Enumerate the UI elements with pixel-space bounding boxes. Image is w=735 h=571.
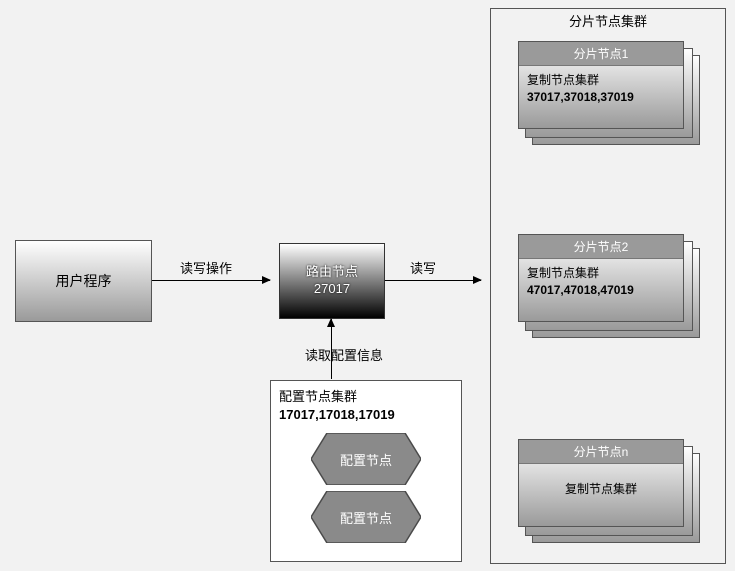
config-cluster-box: 配置节点集群 17017,17018,17019 配置节点 配置节点 [270, 380, 462, 562]
config-hex-1: 配置节点 [311, 433, 421, 485]
shard-2-body: 复制节点集群 47017,47018,47019 [519, 259, 683, 305]
diagram-canvas: 用户程序 读写操作 路由节点 27017 读写 读取配置信息 配置节点集群 17… [0, 0, 735, 571]
shard-2-body-title: 复制节点集群 [527, 265, 675, 282]
shard-2-ports: 47017,47018,47019 [527, 282, 675, 299]
edge-label-router-shards: 读写 [410, 258, 436, 277]
edge-router-shards [385, 280, 481, 281]
router-label: 路由节点 [306, 264, 358, 281]
config-hex-1-label: 配置节点 [311, 433, 421, 485]
config-title: 配置节点集群 [271, 381, 461, 407]
config-hex-2: 配置节点 [311, 491, 421, 543]
edge-label-config-router: 读取配置信息 [305, 345, 383, 364]
shard-1-head: 分片节点1 [519, 42, 683, 66]
shard-node-n: 分片节点n 复制节点集群 [518, 439, 698, 539]
edge-label-client-router: 读写操作 [180, 258, 232, 277]
shard-cluster-box: 分片节点集群 分片节点1 复制节点集群 37017,37018,37019 分片… [490, 8, 726, 564]
shard-cluster-title: 分片节点集群 [491, 7, 725, 30]
shard-node-2: 分片节点2 复制节点集群 47017,47018,47019 [518, 234, 698, 334]
config-ports: 17017,17018,17019 [271, 407, 461, 426]
edge-client-router [152, 280, 270, 281]
shard-2-head: 分片节点2 [519, 235, 683, 259]
shard-1-body: 复制节点集群 37017,37018,37019 [519, 66, 683, 112]
shard-n-body: 复制节点集群 [519, 464, 683, 513]
shard-node-1: 分片节点1 复制节点集群 37017,37018,37019 [518, 41, 698, 141]
shard-n-body-title: 复制节点集群 [527, 480, 675, 497]
shard-1-body-title: 复制节点集群 [527, 72, 675, 89]
config-hex-2-label: 配置节点 [311, 491, 421, 543]
shard-n-front: 分片节点n 复制节点集群 [518, 439, 684, 527]
router-node: 路由节点 27017 [279, 243, 385, 319]
client-label: 用户程序 [56, 271, 112, 291]
router-port: 27017 [314, 281, 350, 298]
client-node: 用户程序 [15, 240, 152, 322]
shard-n-head: 分片节点n [519, 440, 683, 464]
shard-1-front: 分片节点1 复制节点集群 37017,37018,37019 [518, 41, 684, 129]
shard-2-front: 分片节点2 复制节点集群 47017,47018,47019 [518, 234, 684, 322]
shard-1-ports: 37017,37018,37019 [527, 89, 675, 106]
